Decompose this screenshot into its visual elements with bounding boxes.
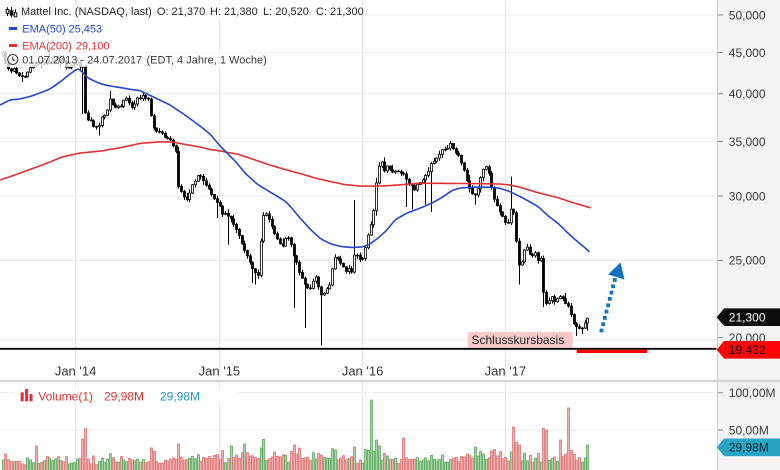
svg-text:25,453: 25,453 [69,24,103,36]
svg-text:30,000: 30,000 [729,189,766,203]
svg-text:EMA(200): EMA(200) [22,41,72,53]
svg-text:40,000: 40,000 [729,87,766,101]
svg-text:C: 21,300: C: 21,300 [316,6,364,18]
svg-text:Schlusskursbasis: Schlusskursbasis [472,333,565,347]
svg-text:Volume(1): Volume(1) [38,390,93,404]
svg-text:H: 21,380: H: 21,380 [210,6,258,18]
svg-text:Jan '14: Jan '14 [55,364,97,379]
svg-text:Jan '17: Jan '17 [485,364,527,379]
svg-text:29,98M: 29,98M [104,390,144,404]
svg-text:50,000: 50,000 [729,8,766,22]
svg-text:29,100: 29,100 [76,41,110,53]
svg-text:45,000: 45,000 [729,46,766,60]
svg-text:50,00M: 50,00M [729,423,769,437]
svg-text:O: 21,370: O: 21,370 [157,6,205,18]
svg-text:21,300: 21,300 [729,311,766,325]
svg-text:01.07.2013 - 24.07.2017: 01.07.2013 - 24.07.2017 [22,55,142,67]
svg-text:19,432: 19,432 [729,343,766,357]
svg-text:Jan '16: Jan '16 [342,364,384,379]
svg-text:Mattel Inc. (NASDAQ, last): Mattel Inc. (NASDAQ, last) [21,6,152,18]
svg-text:EMA(50): EMA(50) [22,24,65,36]
svg-text:25,000: 25,000 [729,254,766,268]
svg-text:29,98M: 29,98M [729,441,769,455]
svg-text:Jan '15: Jan '15 [199,364,241,379]
svg-text:L: 20,520: L: 20,520 [263,6,309,18]
svg-text:(EDT, 4 Jahre, 1 Woche): (EDT, 4 Jahre, 1 Woche) [147,55,267,67]
svg-text:29,98M: 29,98M [160,390,200,404]
svg-text:35,000: 35,000 [729,135,766,149]
svg-text:100,00M: 100,00M [729,386,776,400]
